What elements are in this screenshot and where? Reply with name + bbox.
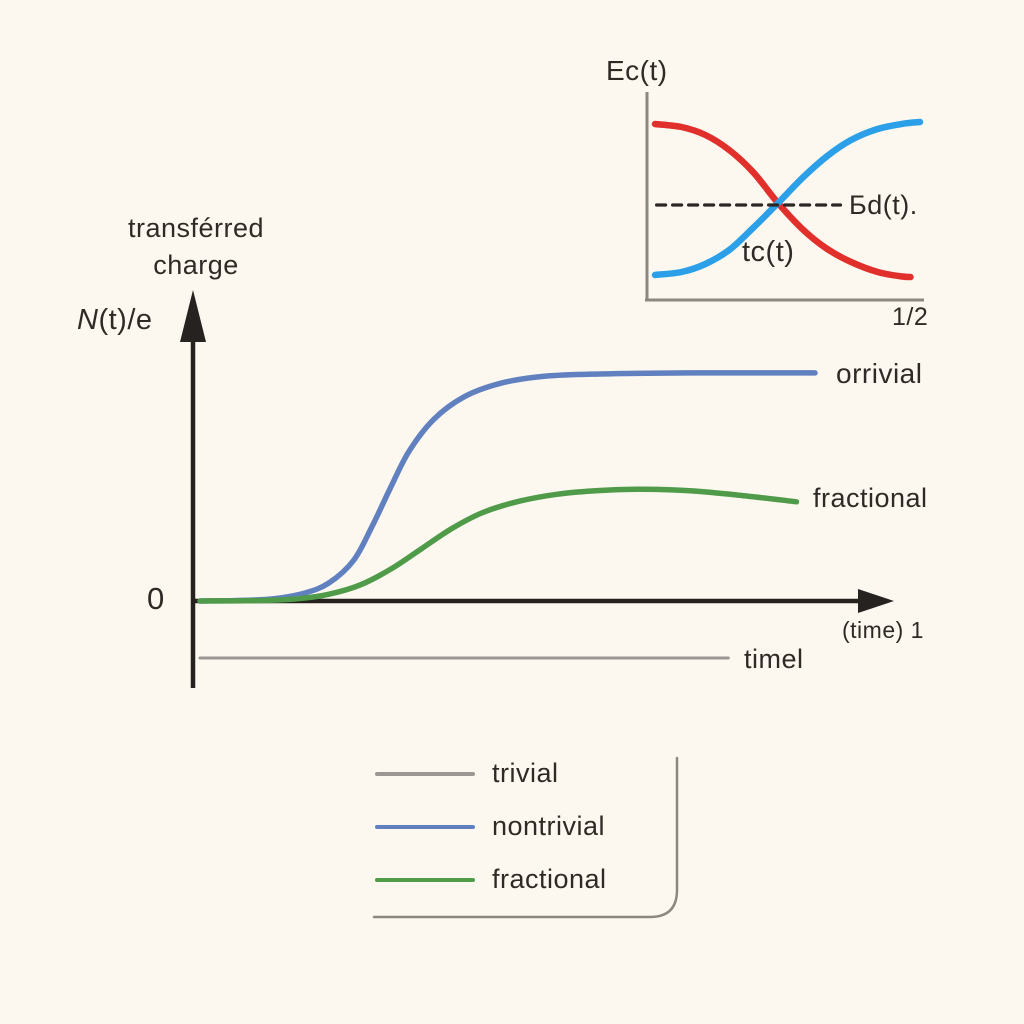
legend-item-fractional: fractional <box>375 853 607 906</box>
legend-swatch-nontrivial <box>375 824 475 829</box>
legend-label-trivial: trivial <box>492 758 559 788</box>
legend-swatch-trivial <box>375 771 475 776</box>
fractional-curve-label: fractional <box>813 483 928 513</box>
y-axis-symbol-variable: N <box>77 304 99 336</box>
legend-label-nontrivial: nontrivial <box>492 811 606 841</box>
legend-item-nontrivial: nontrivial <box>375 800 607 853</box>
main-y-axis-arrowhead-icon <box>180 290 206 342</box>
origin-tick-label: 0 <box>147 581 165 616</box>
series-tc-t- <box>651 118 924 279</box>
legend: trivial nontrivial fractional <box>375 747 607 906</box>
legend-swatch-fractional <box>375 877 475 882</box>
y-axis-symbol-rest: (t)/e <box>98 304 153 336</box>
x-axis-end-label: (time) 1 <box>842 617 924 643</box>
baseline-label: timel <box>744 644 804 674</box>
series-nontrivial <box>197 370 818 604</box>
inset-series-group <box>651 118 924 281</box>
nontrivial-curve-label: orrivial <box>836 358 923 389</box>
main-x-axis-arrowhead-icon <box>858 589 894 613</box>
inset-crossing-label: tc(t) <box>742 236 795 268</box>
inset-title: Ec(t) <box>606 55 668 86</box>
series-ec-t- <box>651 120 914 281</box>
inset-x-tick-label: 1/2 <box>892 303 929 331</box>
inset-dashed-level-label: Бd(t). <box>849 190 918 220</box>
main-series-group <box>197 370 818 660</box>
legend-label-fractional: fractional <box>492 864 607 894</box>
main-chart-title-line2: charge <box>153 250 239 280</box>
main-chart-title-line1: transférred <box>127 213 265 243</box>
legend-border <box>372 756 679 919</box>
y-axis-symbol: N(t)/e <box>77 304 153 337</box>
legend-item-trivial: trivial <box>375 747 607 800</box>
main-chart-title: transférred charge <box>86 210 306 284</box>
series-fractional <box>197 486 800 604</box>
